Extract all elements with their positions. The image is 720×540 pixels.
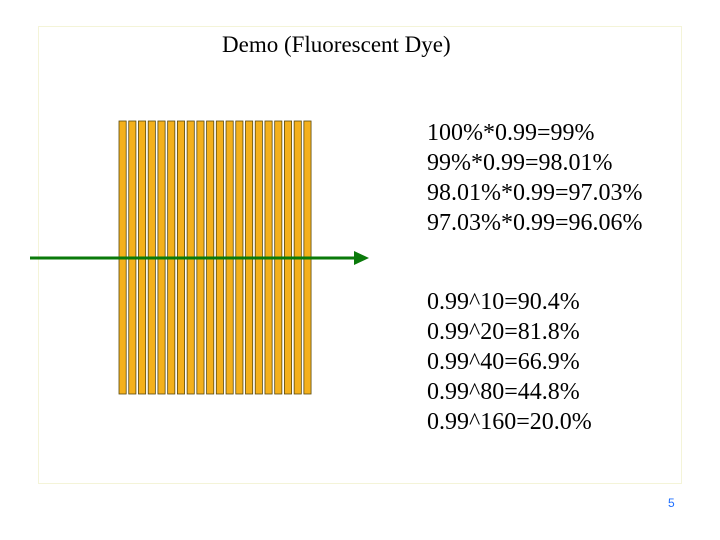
step-by-step-calculations: 100%*0.99=99% 99%*0.99=98.01% 98.01%*0.9… — [427, 118, 643, 238]
calc-line: 0.99^20=81.8% — [427, 319, 580, 345]
calc-line: 0.99^10=90.4% — [427, 289, 580, 315]
power-calculations: 0.99^10=90.4% 0.99^20=81.8% 0.99^40=66.9… — [427, 287, 592, 437]
light-ray-arrow — [30, 251, 369, 265]
slide-title: Demo (Fluorescent Dye) — [222, 32, 451, 57]
light-ray-arrowhead — [354, 251, 369, 265]
calc-line: 97.03%*0.99=96.06% — [427, 210, 643, 236]
page-number: 5 — [668, 496, 675, 510]
calc-line: 0.99^160=20.0% — [427, 409, 592, 435]
calc-line: 0.99^80=44.8% — [427, 379, 580, 405]
slide-frame — [38, 26, 682, 484]
calc-line: 0.99^40=66.9% — [427, 349, 580, 375]
calc-line: 98.01%*0.99=97.03% — [427, 180, 643, 206]
calc-line: 99%*0.99=98.01% — [427, 150, 613, 176]
calc-line: 100%*0.99=99% — [427, 120, 595, 146]
